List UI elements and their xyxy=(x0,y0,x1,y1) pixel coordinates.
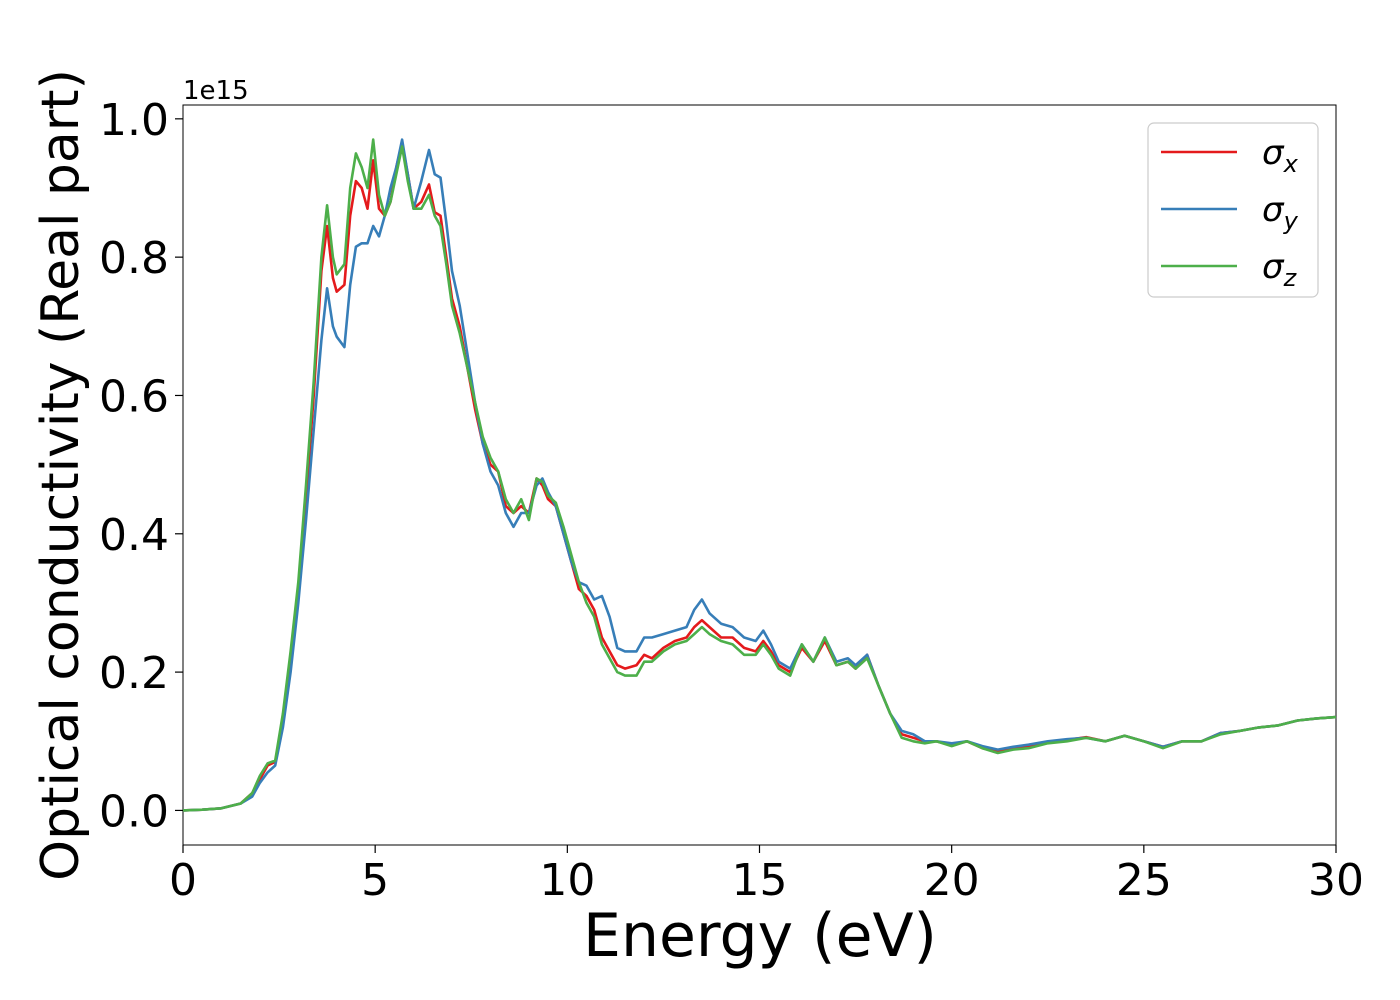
series-lines xyxy=(182,138,1337,812)
x-tick-label: 0 xyxy=(169,855,197,906)
y-tick-label: 1.0 xyxy=(99,95,169,146)
y-axis-label: Optical conductivity (Real part) xyxy=(31,69,91,881)
x-tick-label: 30 xyxy=(1308,855,1364,906)
y-tick-label: 0.0 xyxy=(99,786,169,837)
y-tick-label: 0.4 xyxy=(99,510,169,561)
y-tick-label: 0.6 xyxy=(99,371,169,422)
x-tick-label: 10 xyxy=(539,855,595,906)
series-line-y xyxy=(182,138,1337,812)
y-offset-text: 1e15 xyxy=(183,76,249,106)
y-tick-label: 0.8 xyxy=(99,233,169,284)
x-axis-label: Energy (eV) xyxy=(583,901,937,971)
x-tick-label: 5 xyxy=(361,855,389,906)
axis-ticks: 0 5 10 15 20 25 30 0.0 0.2 0.4 0.6 0.8 1.0 xyxy=(99,95,1364,906)
x-tick-label: 20 xyxy=(924,855,980,906)
y-tick-label: 0.2 xyxy=(99,648,169,699)
series-line-z xyxy=(182,138,1337,812)
x-tick-label: 25 xyxy=(1116,855,1172,906)
x-tick-label: 15 xyxy=(732,855,788,906)
